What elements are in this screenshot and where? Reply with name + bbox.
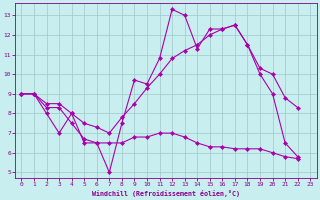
X-axis label: Windchill (Refroidissement éolien,°C): Windchill (Refroidissement éolien,°C)	[92, 190, 240, 197]
